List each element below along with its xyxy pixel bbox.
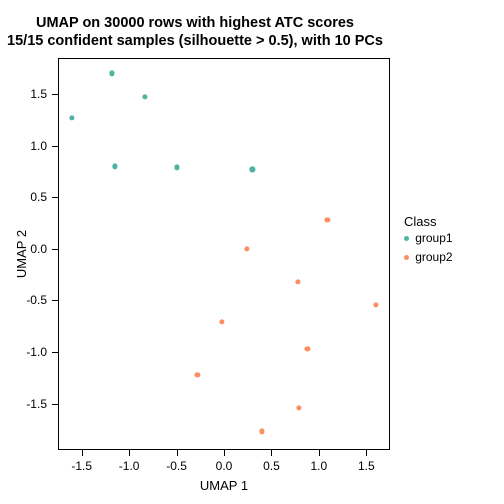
y-tick-label: -1.0 (0, 345, 47, 359)
x-tick-label: 1.0 (311, 459, 328, 473)
x-tick (224, 450, 225, 456)
x-tick (129, 450, 130, 456)
y-tick (52, 404, 58, 405)
x-tick-label: 1.5 (358, 459, 375, 473)
legend-item: group2 (404, 248, 453, 267)
y-tick (52, 300, 58, 301)
y-tick-label: -1.5 (0, 397, 47, 411)
legend-item: group1 (404, 229, 453, 248)
y-tick-label: 1.0 (0, 139, 47, 153)
x-tick-label: -1.5 (71, 459, 92, 473)
x-tick (319, 450, 320, 456)
y-tick (52, 249, 58, 250)
plot-title: UMAP on 30000 rows with highest ATC scor… (0, 14, 390, 50)
x-tick-label: 0.0 (216, 459, 233, 473)
y-tick (52, 146, 58, 147)
umap-scatter-figure: UMAP on 30000 rows with highest ATC scor… (0, 0, 504, 504)
x-axis-label: UMAP 1 (58, 478, 390, 493)
legend-label: group2 (415, 248, 452, 267)
x-tick (82, 450, 83, 456)
legend-swatch-icon (404, 236, 409, 241)
y-tick-label: -0.5 (0, 293, 47, 307)
plot-title-line1: UMAP on 30000 rows with highest ATC scor… (36, 15, 354, 31)
x-tick (177, 450, 178, 456)
y-tick-label: 0.5 (0, 190, 47, 204)
x-tick-label: 0.5 (263, 459, 280, 473)
x-tick (271, 450, 272, 456)
legend-label: group1 (415, 229, 452, 248)
plot-title-line2: 15/15 confident samples (silhouette > 0.… (7, 33, 383, 49)
y-tick (52, 94, 58, 95)
legend: Class group1group2 (404, 214, 453, 267)
legend-swatch-icon (404, 255, 409, 260)
legend-title: Class (404, 214, 453, 229)
x-tick-label: -0.5 (166, 459, 187, 473)
y-tick (52, 197, 58, 198)
y-tick-label: 1.5 (0, 87, 47, 101)
plot-area (58, 58, 390, 450)
x-tick (366, 450, 367, 456)
y-tick (52, 352, 58, 353)
y-tick-label: 0.0 (0, 242, 47, 256)
x-tick-label: -1.0 (119, 459, 140, 473)
